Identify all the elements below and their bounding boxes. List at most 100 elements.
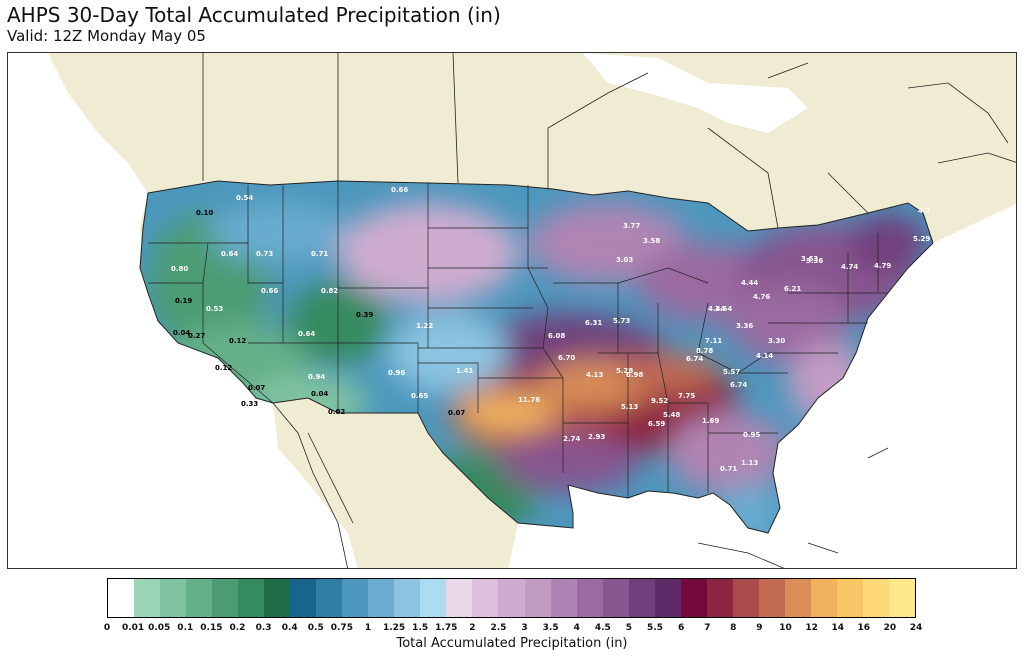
station-value: 1.41	[456, 367, 473, 375]
station-value: 0.80	[171, 265, 188, 273]
legend-tick: 8	[730, 623, 737, 633]
station-value: 0.12	[229, 337, 246, 345]
precipitation-map[interactable]: 0.10 0.54 0.66 0.64 0.73 0.71 0.80 0.19 0.53 0.66…	[7, 52, 1017, 569]
legend-tick: 0.3	[255, 623, 272, 633]
legend-tick: 2	[469, 623, 476, 633]
legend-tick: 20	[883, 623, 897, 633]
station-value: 4.7	[918, 207, 931, 215]
legend-swatch	[862, 579, 889, 617]
legend-tick: 0.01	[121, 623, 145, 633]
station-value: 9.52	[651, 397, 668, 405]
pacific-ocean	[8, 53, 358, 568]
station-value: 2.93	[588, 433, 605, 441]
station-value: 0.71	[311, 250, 328, 258]
legend-tick: 12	[805, 623, 818, 633]
legend-swatch	[446, 579, 473, 617]
legend-swatch	[680, 579, 707, 617]
legend-swatch	[576, 579, 603, 617]
station-value: 4.74	[841, 263, 858, 271]
station-value: 5.48	[663, 411, 680, 419]
legend-tick: 2.5	[490, 623, 507, 633]
station-value: 0.39	[356, 311, 373, 319]
station-value: 5.28	[616, 367, 633, 375]
station-value: 0.71	[720, 465, 737, 473]
legend-swatch	[238, 579, 265, 617]
station-value: 6.70	[558, 354, 575, 362]
legend-swatch	[394, 579, 421, 617]
station-value: 3.54	[715, 305, 732, 313]
legend-swatch	[888, 579, 915, 617]
station-value: 1.13	[741, 459, 758, 467]
map-title: AHPS 30-Day Total Accumulated Precipitat…	[7, 3, 501, 27]
legend-tick: 6	[677, 623, 685, 633]
station-value: 11.76	[518, 396, 540, 404]
legend-swatch	[264, 579, 291, 617]
map-canvas: 0.10 0.54 0.66 0.64 0.73 0.71 0.80 0.19 0.53 0.66…	[8, 53, 1016, 568]
station-value: 8.78	[696, 347, 713, 355]
legend-swatch	[108, 579, 135, 617]
station-value: 0.04	[311, 390, 328, 398]
legend-tick: 4.5	[594, 623, 611, 633]
station-value: 1.22	[416, 322, 433, 330]
station-value: 3.58	[643, 237, 660, 245]
legend-tick: 10	[779, 623, 792, 633]
station-value: 0.10	[196, 209, 213, 217]
legend-swatch	[784, 579, 811, 617]
station-value: 0.66	[261, 287, 278, 295]
legend-swatch	[498, 579, 525, 617]
legend-swatch	[472, 579, 499, 617]
station-value: 3.77	[623, 222, 640, 230]
station-value: 0.54	[236, 194, 253, 202]
legend-tick: 1.5	[412, 623, 429, 633]
canada-borders	[202, 53, 869, 229]
station-value: 6.08	[548, 332, 565, 340]
legend-tick: 0.75	[330, 623, 353, 633]
station-value: 0.94	[308, 373, 325, 381]
legend-tick: 9	[756, 623, 763, 633]
legend-tick: 1.75	[435, 623, 458, 633]
legend-tick: 0	[103, 623, 111, 633]
station-value: 0.65	[411, 392, 428, 400]
station-value: 6.21	[784, 285, 801, 293]
state-borders	[139, 180, 934, 534]
station-value: 6.98	[626, 371, 643, 379]
station-value: 6.74	[686, 355, 703, 363]
legend-tick: 0.2	[229, 623, 246, 633]
station-value: 6.74	[730, 381, 747, 389]
legend-swatch	[160, 579, 187, 617]
legend-swatch	[602, 579, 629, 617]
station-value: 0.73	[256, 250, 273, 258]
station-value: 0.96	[388, 369, 405, 377]
station-value: 0.82	[321, 287, 338, 295]
station-value: 1.69	[702, 417, 719, 425]
legend-tick: 5	[625, 623, 633, 633]
station-value: 0.19	[175, 297, 192, 305]
legend-tick: 1	[364, 623, 372, 633]
station-value: 7.75	[678, 392, 695, 400]
legend-tick: 4	[573, 623, 580, 633]
station-value: 3.63	[801, 255, 818, 263]
station-value: 6.31	[585, 319, 602, 327]
legend-label: Total Accumulated Precipitation (in)	[396, 636, 628, 651]
hudson-bay	[583, 53, 808, 133]
legend-tick: 14	[831, 623, 844, 633]
legend-tick-labels: 0 0.01 0.05 0.1 0.15 0.2 0.3 0.4 0.5 0.75 1 1.25 1.5…	[103, 623, 922, 635]
station-value: 0.95	[743, 431, 760, 439]
legend-tick: 1.25	[382, 623, 406, 633]
legend-tick: 5.5	[647, 623, 664, 633]
station-value: 4.44	[708, 305, 725, 313]
legend-swatch	[524, 579, 551, 617]
legend-swatch	[836, 579, 863, 617]
legend-swatch	[212, 579, 239, 617]
legend-tick: 0.05	[148, 623, 171, 633]
station-value: 6.59	[648, 420, 665, 428]
station-value: 4.79	[874, 262, 891, 270]
station-value: 5.73	[613, 317, 630, 325]
legend-swatch	[550, 579, 577, 617]
station-value: 4.14	[756, 352, 773, 360]
station-value: 3.36	[806, 257, 823, 265]
atlantic-ocean	[768, 203, 1016, 568]
legend-swatch	[134, 579, 161, 617]
legend-swatch	[628, 579, 655, 617]
station-value: 0.07	[248, 384, 265, 392]
